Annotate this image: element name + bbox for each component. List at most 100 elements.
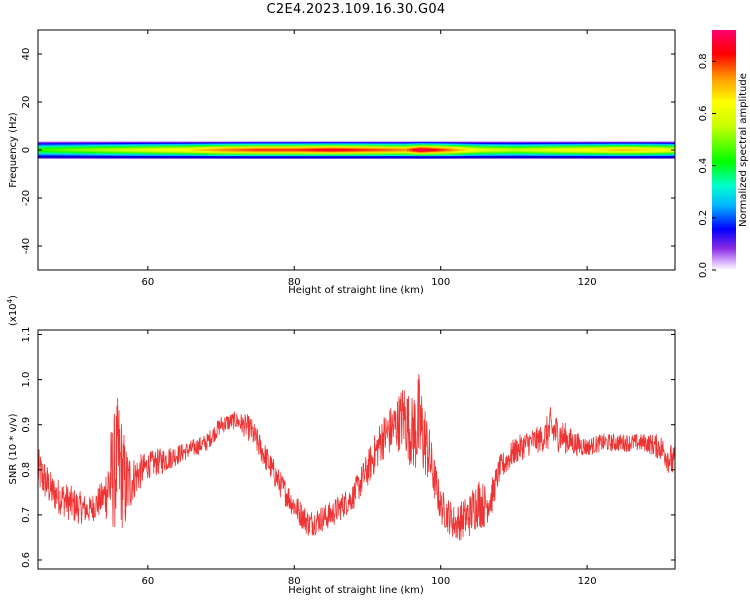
spectral-cell [470, 141, 474, 144]
spectral-cell [335, 151, 339, 153]
spectral-cell [587, 146, 591, 149]
spectral-cell [509, 148, 513, 151]
spectral-cell [287, 154, 291, 157]
spectral-cell [659, 152, 663, 154]
spectral-cell [125, 145, 129, 147]
spectral-cell [230, 152, 234, 154]
spectral-cell [65, 142, 69, 145]
spectral-cell [191, 147, 195, 150]
spectral-cell [140, 150, 144, 152]
spectral-cell [236, 154, 240, 157]
spectral-cell [245, 153, 249, 156]
spectral-cell [305, 145, 309, 147]
spectral-cell [668, 154, 672, 157]
spectral-cell [542, 152, 546, 154]
spectral-cell [260, 154, 264, 157]
spectral-cell [368, 141, 372, 144]
spectral-cell [146, 152, 150, 154]
spectral-cell [494, 147, 498, 150]
spectral-cell [71, 144, 75, 146]
spectral-cell [308, 145, 312, 147]
spectral-cell [167, 150, 171, 152]
spectral-cell [671, 146, 675, 149]
spectral-cell [197, 150, 201, 152]
spectral-cell [635, 141, 639, 144]
spectral-cell [344, 146, 348, 149]
spectral-cell [485, 154, 489, 157]
spectral-cell [353, 151, 357, 153]
spectral-cell [554, 144, 558, 146]
spectral-cell [587, 144, 591, 146]
spectral-cell [92, 150, 96, 152]
spectral-cell [116, 154, 120, 157]
spectral-cell [263, 141, 267, 144]
spectral-cell [149, 150, 153, 152]
spectral-cell [563, 144, 567, 146]
spectral-cell [440, 147, 444, 150]
spectral-cell [50, 146, 54, 149]
spectral-cell [221, 150, 225, 152]
spectral-cell [434, 142, 438, 145]
spectral-cell [584, 150, 588, 152]
spectral-cell [206, 154, 210, 157]
spectral-cell [92, 154, 96, 157]
spectral-cell [407, 146, 411, 149]
spectral-cell [368, 151, 372, 153]
spectral-cell [41, 144, 45, 146]
spectral-cell [632, 144, 636, 146]
spectral-cell [482, 148, 486, 151]
spectral-cell [263, 153, 267, 156]
spectral-cell [104, 153, 108, 156]
spectral-cell [101, 153, 105, 156]
spectral-cell [554, 151, 558, 153]
spectral-cell [437, 151, 441, 153]
spectral-cell [320, 147, 324, 150]
spectral-cell [212, 146, 216, 149]
spectral-cell [320, 151, 324, 153]
spectral-cell [161, 142, 165, 145]
spectral-cell [200, 150, 204, 152]
spectral-cell [560, 142, 564, 145]
spectral-cell [533, 148, 537, 151]
spectral-cell [170, 148, 174, 151]
spectral-cell [317, 142, 321, 145]
spectral-cell [422, 154, 426, 157]
spectral-cell [416, 147, 420, 150]
spectral-cell [476, 142, 480, 145]
spectral-cell [449, 146, 453, 149]
spectral-cell [560, 144, 564, 146]
spectral-cell [131, 148, 135, 151]
spectral-cell [569, 153, 573, 156]
spectral-cell [476, 148, 480, 151]
spectral-cell [197, 142, 201, 145]
spectral-cell [596, 151, 600, 153]
spectral-cell [569, 142, 573, 145]
spectral-cell [56, 152, 60, 154]
spectral-cell [449, 153, 453, 156]
spectral-cell [551, 142, 555, 145]
spectral-cell [626, 147, 630, 150]
spectral-cell [215, 152, 219, 154]
spectral-cell [281, 150, 285, 152]
spectral-cell [275, 142, 279, 145]
spectral-cell [338, 151, 342, 153]
spectral-cell [608, 144, 612, 146]
colorbar-tick-label: 0.0 [698, 262, 709, 278]
spectral-cell [482, 141, 486, 144]
spectral-cell [332, 154, 336, 157]
spectral-cell [392, 147, 396, 150]
snr-y-multiplier: (x104) [6, 295, 19, 326]
spectral-cell [167, 153, 171, 156]
spectral-cell [584, 147, 588, 150]
spectral-cell [323, 147, 327, 150]
spectral-cell [110, 151, 114, 153]
spectral-cell [347, 151, 351, 153]
spectral-cell [194, 142, 198, 145]
spectral-cell [527, 142, 531, 145]
spectral-cell [650, 150, 654, 152]
spectral-cell [626, 144, 630, 146]
spectral-cell [422, 150, 426, 152]
spectral-cell [329, 145, 333, 147]
spectral-cell [161, 150, 165, 152]
spectral-cell [191, 151, 195, 153]
